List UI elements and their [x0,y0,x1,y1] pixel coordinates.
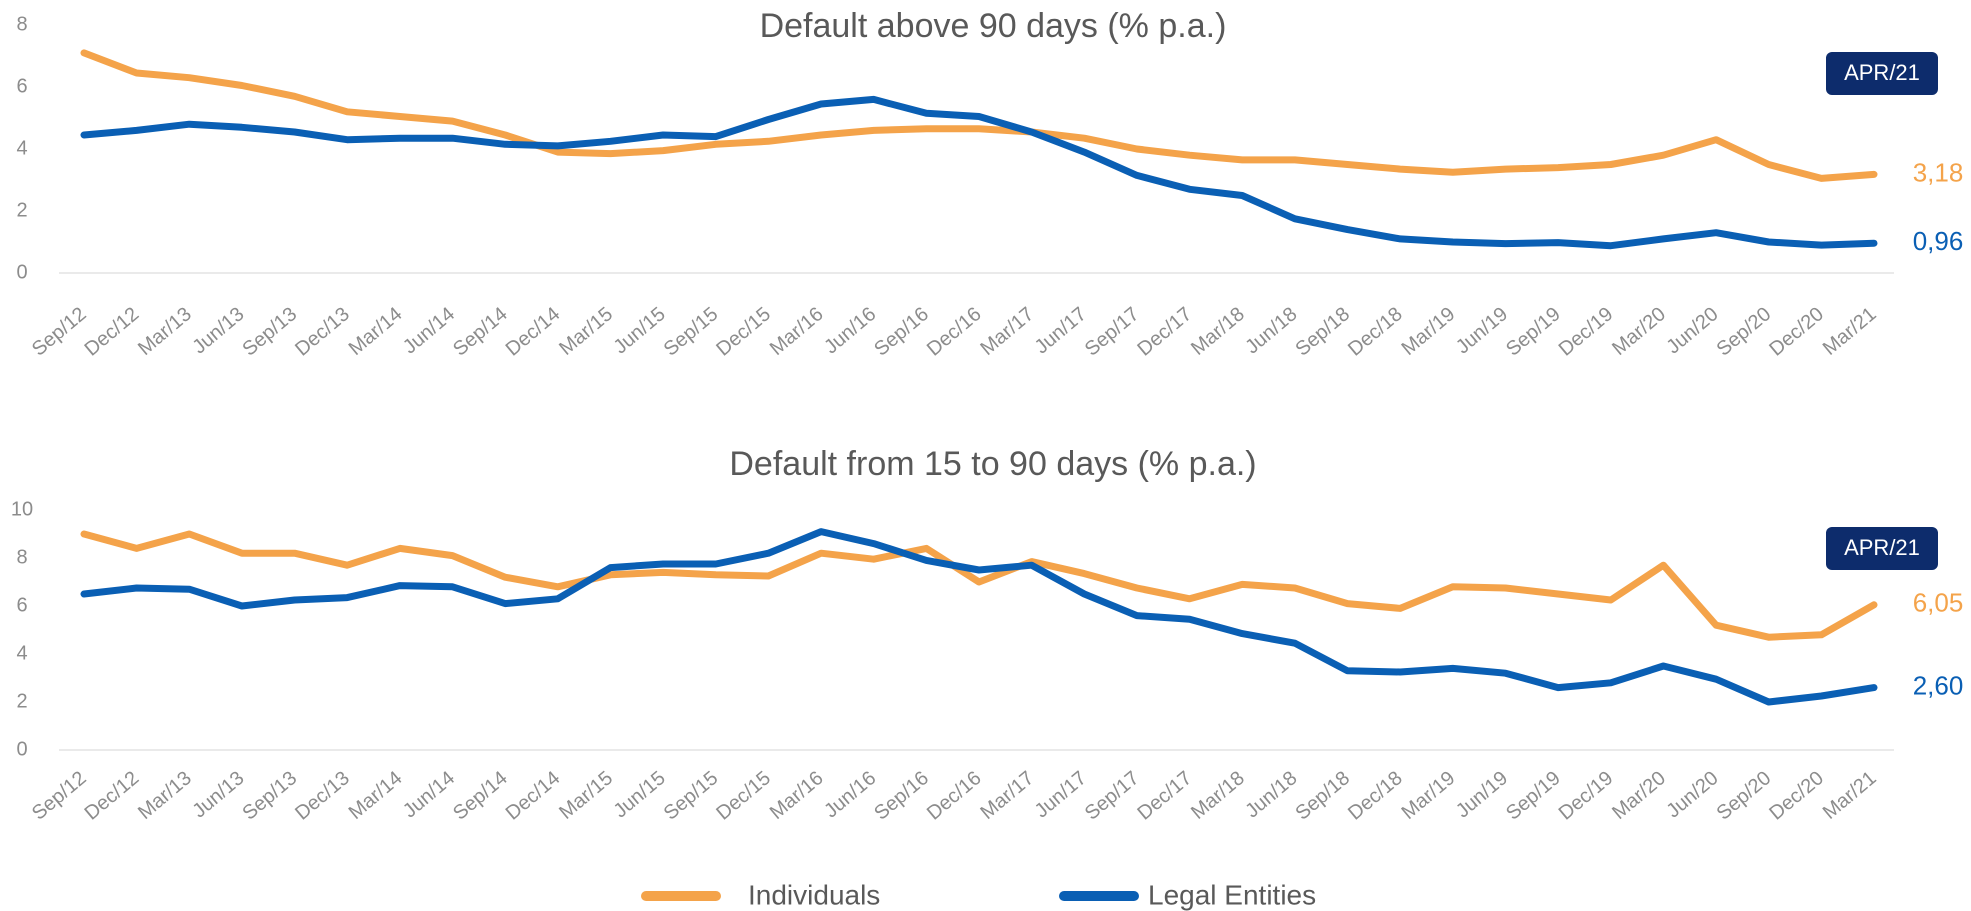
legend-label: Legal Entities [1148,879,1316,910]
x-tick-label: Mar/15 [555,767,617,824]
x-tick-label: Sep/14 [449,767,512,825]
x-tick-label: Jun/13 [188,303,248,358]
x-tick-label: Jun/18 [1241,767,1301,822]
x-tick-label: Mar/13 [134,767,196,824]
x-tick-label: Dec/13 [291,767,354,825]
x-tick-label: Mar/17 [976,303,1038,360]
x-tick-label: Jun/15 [610,303,670,358]
x-tick-label: Sep/18 [1291,303,1354,361]
y-tick-label: 0 [16,261,27,283]
x-tick-label: Sep/15 [660,767,723,825]
series-line [80,528,1878,706]
x-tick-label: Jun/17 [1031,303,1091,358]
y-tick-label: 0 [16,738,27,760]
series-line [80,49,1878,182]
x-tick-label: Dec/17 [1134,303,1197,361]
y-tick-label: 4 [16,137,27,159]
x-tick-label: Jun/19 [1452,303,1512,358]
x-tick-label: Dec/16 [923,767,986,825]
x-tick-label: Jun/14 [399,767,459,822]
y-tick-label: 8 [16,13,27,35]
x-tick-label: Dec/12 [81,767,144,825]
x-tick-label: Sep/15 [660,303,723,361]
x-tick-label: Dec/20 [1765,767,1828,825]
x-tick-label: Sep/16 [870,303,933,361]
x-tick-label: Mar/21 [1819,303,1881,360]
x-tick-label: Dec/18 [1344,303,1407,361]
x-tick-label: Dec/19 [1555,303,1618,361]
y-tick-label: 6 [16,594,27,616]
x-tick-label: Mar/20 [1608,767,1670,824]
x-tick-label: Jun/13 [188,767,248,822]
x-tick-label: Dec/19 [1555,767,1618,825]
series-line [80,95,1878,250]
x-tick-label: Sep/19 [1502,767,1565,825]
x-tick-label: Sep/12 [28,767,91,825]
x-tick-label: Dec/18 [1344,767,1407,825]
badge [1826,52,1938,95]
x-tick-label: Mar/19 [1398,767,1460,824]
x-tick-label: Jun/15 [610,767,670,822]
x-tick-label: Sep/12 [28,303,91,361]
badge [1826,527,1938,570]
end-value-label: 6,05 [1913,588,1964,618]
x-tick-label: Sep/18 [1291,767,1354,825]
x-tick-label: Mar/16 [766,767,828,824]
x-tick-label: Jun/20 [1663,767,1723,822]
x-tick-label: Sep/13 [238,303,301,361]
y-tick-label: 8 [16,546,27,568]
x-tick-label: Mar/14 [345,767,407,824]
x-tick-label: Dec/14 [502,303,565,361]
x-tick-label: Jun/14 [399,303,459,358]
x-tick-label: Sep/13 [238,767,301,825]
x-tick-label: Mar/18 [1187,767,1249,824]
x-tick-label: Sep/16 [870,767,933,825]
x-tick-label: Sep/17 [1081,303,1144,361]
series-line [80,530,1878,641]
x-tick-label: Dec/16 [923,303,986,361]
x-tick-label: Mar/18 [1187,303,1249,360]
end-value-label: 0,96 [1913,226,1964,256]
x-tick-label: Sep/20 [1713,767,1776,825]
chart-title: Default from 15 to 90 days (% p.a.) [729,445,1256,483]
y-tick-label: 6 [16,75,27,97]
x-tick-label: Dec/13 [291,303,354,361]
x-tick-label: Sep/17 [1081,767,1144,825]
x-tick-label: Dec/12 [81,303,144,361]
legend-label: Individuals [748,879,880,910]
x-tick-label: Sep/19 [1502,303,1565,361]
x-tick-label: Mar/14 [345,303,407,360]
badge-label: APR/21 [1844,60,1920,85]
chart-title: Default above 90 days (% p.a.) [760,7,1227,45]
x-tick-label: Mar/13 [134,303,196,360]
y-tick-label: 10 [11,498,33,520]
x-tick-label: Jun/17 [1031,767,1091,822]
x-tick-label: Dec/15 [712,303,775,361]
x-tick-label: Mar/15 [555,303,617,360]
x-tick-label: Mar/16 [766,303,828,360]
x-tick-label: Dec/20 [1765,303,1828,361]
x-tick-label: Mar/20 [1608,303,1670,360]
y-tick-label: 2 [16,199,27,221]
x-tick-label: Mar/19 [1398,303,1460,360]
x-tick-label: Mar/21 [1819,767,1881,824]
x-tick-label: Dec/14 [502,767,565,825]
x-tick-label: Sep/14 [449,303,512,361]
x-tick-label: Jun/16 [820,767,880,822]
badge-label: APR/21 [1844,535,1920,560]
x-tick-label: Dec/15 [712,767,775,825]
x-tick-label: Dec/17 [1134,767,1197,825]
end-value-label: 2,60 [1913,670,1964,700]
x-tick-label: Jun/19 [1452,767,1512,822]
y-tick-label: 2 [16,690,27,712]
x-tick-label: Mar/17 [976,767,1038,824]
y-tick-label: 4 [16,642,27,664]
x-tick-label: Jun/18 [1241,303,1301,358]
end-value-label: 3,18 [1913,157,1964,187]
x-tick-label: Jun/20 [1663,303,1723,358]
x-tick-label: Jun/16 [820,303,880,358]
x-tick-label: Sep/20 [1713,303,1776,361]
